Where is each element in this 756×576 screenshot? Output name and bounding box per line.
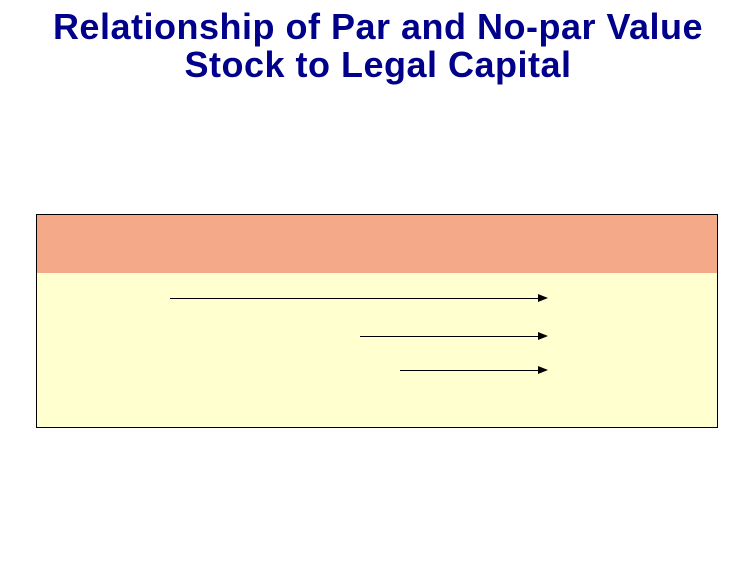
- arrow-1-line: [170, 298, 538, 299]
- arrow-2-head: [538, 332, 548, 340]
- diagram-box: [36, 214, 718, 428]
- diagram-header-band: [37, 215, 717, 274]
- arrow-1-head: [538, 294, 548, 302]
- arrow-3-head: [538, 366, 548, 374]
- diagram-body-band: [37, 273, 717, 427]
- slide: Relationship of Par and No-par Value Sto…: [0, 0, 756, 576]
- arrow-2-line: [360, 336, 538, 337]
- slide-title: Relationship of Par and No-par Value Sto…: [0, 8, 756, 84]
- arrow-3-line: [400, 370, 538, 371]
